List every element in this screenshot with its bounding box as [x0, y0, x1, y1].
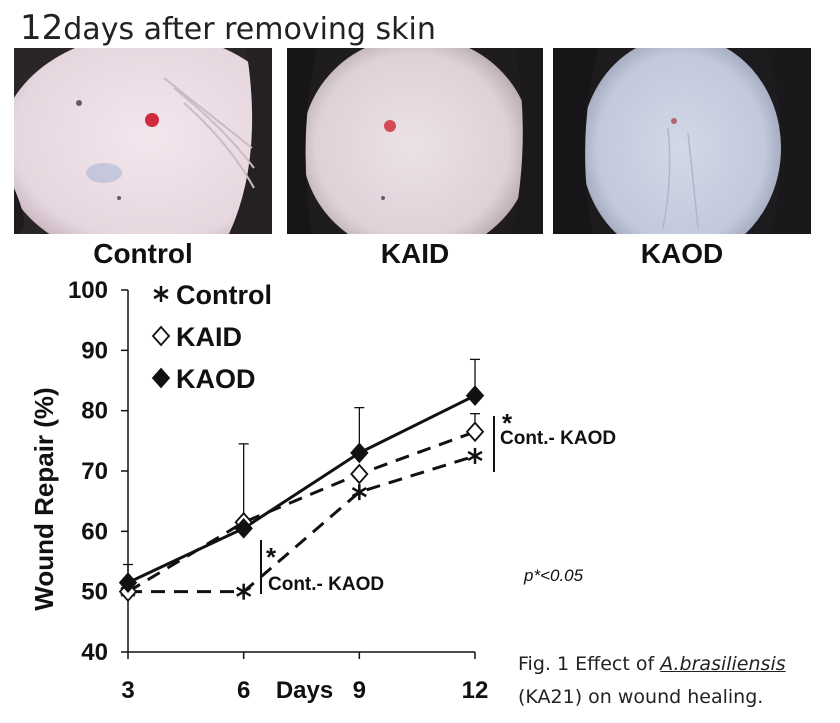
y-tick-label: 80 [81, 398, 108, 425]
asterisk-stroke [153, 288, 169, 300]
figure-caption: Fig. 1 Effect of A.brasiliensis (KA21) o… [518, 648, 786, 714]
series-lines [127, 394, 476, 594]
sig-label: Cont.- KAOD [500, 428, 616, 449]
sig-label: Cont.- KAOD [268, 574, 384, 595]
y-tick-label: 40 [81, 639, 108, 666]
caption-species: A.brasiliensis [660, 653, 786, 675]
filled-diamond-marker [350, 442, 369, 464]
legend-label-control: Control [176, 280, 272, 310]
photo-kaid [287, 48, 543, 234]
x-tick-label: 3 [121, 677, 134, 704]
photo-label-kaod: KAOD [640, 238, 724, 269]
filled-diamond-marker [118, 572, 138, 593]
y-tick-label: 50 [81, 579, 108, 606]
asterisk-marker [236, 583, 252, 600]
series-line-kaid [127, 430, 476, 593]
asterisk-stroke [351, 487, 367, 498]
sig-star: * [502, 408, 513, 438]
photo-kaod [553, 48, 811, 234]
filled-diamond-marker [151, 367, 171, 389]
filled-diamond-marker [234, 517, 253, 539]
asterisk-stroke [467, 450, 483, 461]
caption-line-1: Fig. 1 Effect of A.brasiliensis [518, 648, 786, 681]
x-tick-label: 12 [462, 677, 489, 704]
headline-text: days after removing skin [63, 12, 436, 47]
y-tick-label: 70 [81, 458, 108, 485]
asterisk-marker [351, 484, 367, 501]
open-diamond-marker [350, 463, 369, 485]
photo-label-control: Control [93, 238, 193, 269]
figure-headline: 12days after removing skin [20, 8, 436, 48]
open-diamond-marker [151, 325, 171, 347]
legend: Control KAID KAOD [151, 280, 272, 394]
series-line-kaod [127, 394, 476, 584]
legend-label-kaid: KAID [176, 322, 242, 352]
asterisk-stroke [236, 586, 252, 597]
legend-label-kaod: KAOD [176, 364, 256, 394]
asterisk-marker [153, 286, 169, 302]
asterisk-marker [467, 447, 483, 464]
sig-star: * [266, 542, 277, 572]
x-tick-label: 9 [353, 677, 366, 704]
x-tick-label: 6 [237, 677, 250, 704]
y-tick-label: 60 [81, 518, 108, 545]
significance-annotations: *Cont.- KAOD*Cont.- KAOD [260, 408, 616, 595]
open-diamond-marker [465, 421, 485, 443]
p-value-note: p*<0.05 [524, 566, 584, 585]
y-tick-label: 90 [81, 337, 108, 364]
axes: 40 50 60 70 80 90 100 3 6 9 12 Days Wound Repair (%) [29, 277, 488, 704]
y-tick-label: 100 [68, 277, 108, 304]
caption-line-2: (KA21) on wound healing. [518, 686, 764, 708]
headline-number: 12 [20, 8, 64, 48]
series-line-control [128, 454, 476, 594]
series-markers [118, 385, 485, 603]
filled-diamond-marker [465, 385, 485, 406]
caption-prefix: Fig. 1 Effect of [518, 653, 661, 675]
x-axis-title: Days [276, 677, 333, 704]
photo-label-kaid: KAID [380, 238, 450, 269]
photo-control [14, 48, 272, 234]
y-axis-title: Wound Repair (%) [29, 387, 59, 610]
